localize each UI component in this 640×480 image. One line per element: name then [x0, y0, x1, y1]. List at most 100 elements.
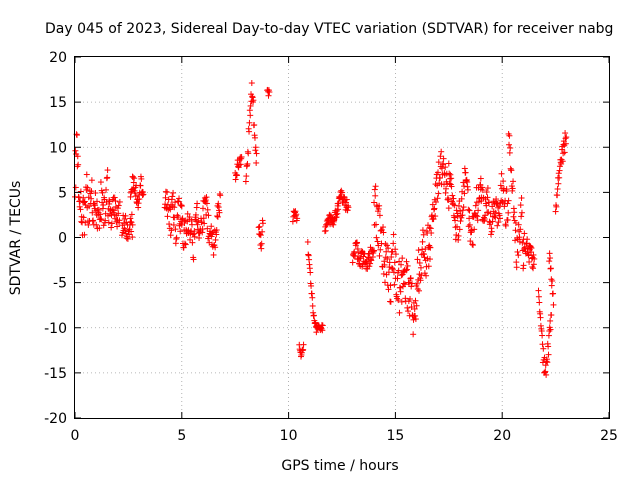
data-point — [373, 234, 380, 241]
data-point — [445, 160, 452, 167]
data-point — [426, 256, 433, 263]
data-point — [93, 221, 100, 228]
data-point — [162, 201, 169, 208]
data-point — [253, 159, 260, 166]
data-point — [335, 200, 342, 207]
data-point — [477, 175, 484, 182]
x-tick-label: 10 — [280, 428, 298, 444]
data-point — [203, 194, 210, 201]
data-point — [140, 191, 147, 198]
y-axis-label: SDTVAR / TECUs — [8, 181, 24, 296]
data-point — [77, 206, 84, 213]
data-point — [437, 153, 444, 160]
data-point — [166, 221, 173, 228]
data-point — [76, 203, 83, 210]
data-point — [390, 240, 397, 247]
data-point — [394, 275, 401, 282]
data-point — [372, 183, 379, 190]
data-point — [413, 302, 420, 309]
data-point — [510, 213, 517, 220]
data-point — [74, 153, 81, 160]
data-point — [205, 212, 212, 219]
data-point — [95, 206, 102, 213]
data-point — [246, 107, 253, 114]
data-point — [319, 322, 326, 329]
data-point — [258, 240, 265, 247]
data-point — [432, 213, 439, 220]
y-tick-label: 15 — [49, 95, 67, 111]
data-point — [502, 222, 509, 229]
data-point — [81, 231, 88, 238]
data-point — [374, 238, 381, 245]
data-point — [544, 359, 551, 366]
data-point — [475, 207, 482, 214]
data-point — [539, 341, 546, 348]
axis-ticks: 0 5 10 15 20 25 -20 -15 -10 -5 0 5 10 15 20 — [44, 50, 618, 444]
data-point — [308, 282, 315, 289]
data-point — [466, 207, 473, 214]
data-point — [484, 194, 491, 201]
data-point — [524, 236, 531, 243]
data-point — [387, 282, 394, 289]
data-point — [184, 210, 191, 217]
data-point — [366, 263, 373, 270]
data-point — [462, 169, 469, 176]
data-point — [430, 216, 437, 223]
data-point — [212, 236, 219, 243]
data-point — [310, 312, 317, 319]
data-point — [530, 261, 537, 268]
data-point — [508, 167, 515, 174]
data-point — [450, 201, 457, 208]
data-point — [380, 270, 387, 277]
x-tick-label: 0 — [71, 428, 80, 444]
data-point — [380, 224, 387, 231]
data-point — [214, 213, 221, 220]
data-point — [507, 144, 514, 151]
data-point — [492, 209, 499, 216]
data-point — [529, 263, 536, 270]
data-point — [530, 251, 537, 258]
data-point — [77, 188, 84, 195]
data-point — [506, 141, 513, 148]
data-point — [167, 206, 174, 213]
data-point — [168, 227, 175, 234]
data-point — [495, 219, 502, 226]
data-point — [309, 294, 316, 301]
data-point — [102, 217, 109, 224]
data-point — [559, 158, 566, 165]
data-point — [421, 254, 428, 261]
data-point — [420, 231, 427, 238]
data-point — [483, 189, 490, 196]
data-point — [399, 255, 406, 262]
data-point — [561, 149, 568, 156]
data-point — [190, 256, 197, 263]
data-point — [542, 368, 549, 375]
data-point — [82, 219, 89, 226]
y-tick-label: -10 — [44, 321, 67, 337]
data-point — [75, 161, 82, 168]
data-point — [371, 186, 378, 193]
data-point — [88, 188, 95, 195]
data-point — [100, 201, 107, 208]
y-tick-label: -15 — [44, 366, 67, 382]
data-point — [517, 202, 524, 209]
data-point — [392, 246, 399, 253]
data-point — [376, 202, 383, 209]
data-point — [408, 283, 415, 290]
data-point — [103, 186, 110, 193]
data-point — [333, 214, 340, 221]
data-point — [385, 245, 392, 252]
data-point — [380, 229, 387, 236]
data-point — [531, 255, 538, 262]
data-point — [520, 262, 527, 269]
data-point — [521, 230, 528, 237]
data-point — [137, 182, 144, 189]
data-point — [456, 226, 463, 233]
data-point — [488, 231, 495, 238]
data-point — [505, 197, 512, 204]
data-point — [178, 203, 185, 210]
data-point — [473, 212, 480, 219]
data-point — [89, 209, 96, 216]
data-point — [494, 222, 501, 229]
data-point — [517, 226, 524, 233]
